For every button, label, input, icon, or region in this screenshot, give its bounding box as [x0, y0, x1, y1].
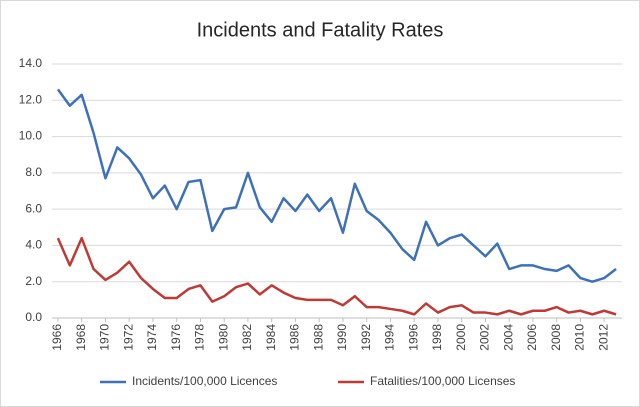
- x-tick-label: 2004: [501, 324, 515, 351]
- x-tick-label: 1986: [288, 324, 302, 351]
- x-tick-label: 2010: [573, 324, 587, 351]
- y-tick-label: 6.0: [25, 201, 42, 215]
- series-line: [56, 236, 617, 316]
- x-tick-label: 1968: [74, 324, 88, 351]
- legend-label: Incidents/100,000 Licences: [132, 374, 277, 388]
- x-tick-label: 2012: [596, 324, 610, 351]
- legend-label: Fatalities/100,000 Licenses: [370, 374, 515, 388]
- x-tick-label: 1980: [216, 324, 230, 351]
- y-tick-label: 0.0: [25, 310, 42, 324]
- series-line: [56, 88, 617, 283]
- x-tick-label: 1976: [169, 324, 183, 351]
- x-tick-label: 1990: [335, 324, 349, 351]
- x-tick-label: 1974: [145, 324, 159, 351]
- x-tick-label: 1972: [121, 324, 135, 351]
- y-tick-label: 8.0: [25, 165, 42, 179]
- x-tick-label: 1998: [430, 324, 444, 351]
- x-tick-label: 1988: [311, 324, 325, 351]
- x-tick-label: 1984: [264, 324, 278, 351]
- y-tick-label: 14.0: [19, 56, 43, 70]
- x-tick-label: 1970: [98, 324, 112, 351]
- x-tick-label: 2002: [478, 324, 492, 351]
- y-tick-label: 4.0: [25, 238, 42, 252]
- y-tick-label: 10.0: [19, 129, 43, 143]
- y-tick-label: 2.0: [25, 274, 42, 288]
- x-tick-label: 2008: [549, 324, 563, 351]
- x-tick-label: 2000: [454, 324, 468, 351]
- x-tick-label: 1978: [193, 324, 207, 351]
- x-tick-label: 2006: [525, 324, 539, 351]
- x-tick-label: 1994: [383, 324, 397, 351]
- x-tick-label: 1992: [359, 324, 373, 351]
- chart-title: Incidents and Fatality Rates: [197, 19, 444, 41]
- x-tick-label: 1982: [240, 324, 254, 351]
- y-tick-label: 12.0: [19, 92, 43, 106]
- x-tick-label: 1966: [50, 324, 64, 351]
- x-tick-label: 1996: [406, 324, 420, 351]
